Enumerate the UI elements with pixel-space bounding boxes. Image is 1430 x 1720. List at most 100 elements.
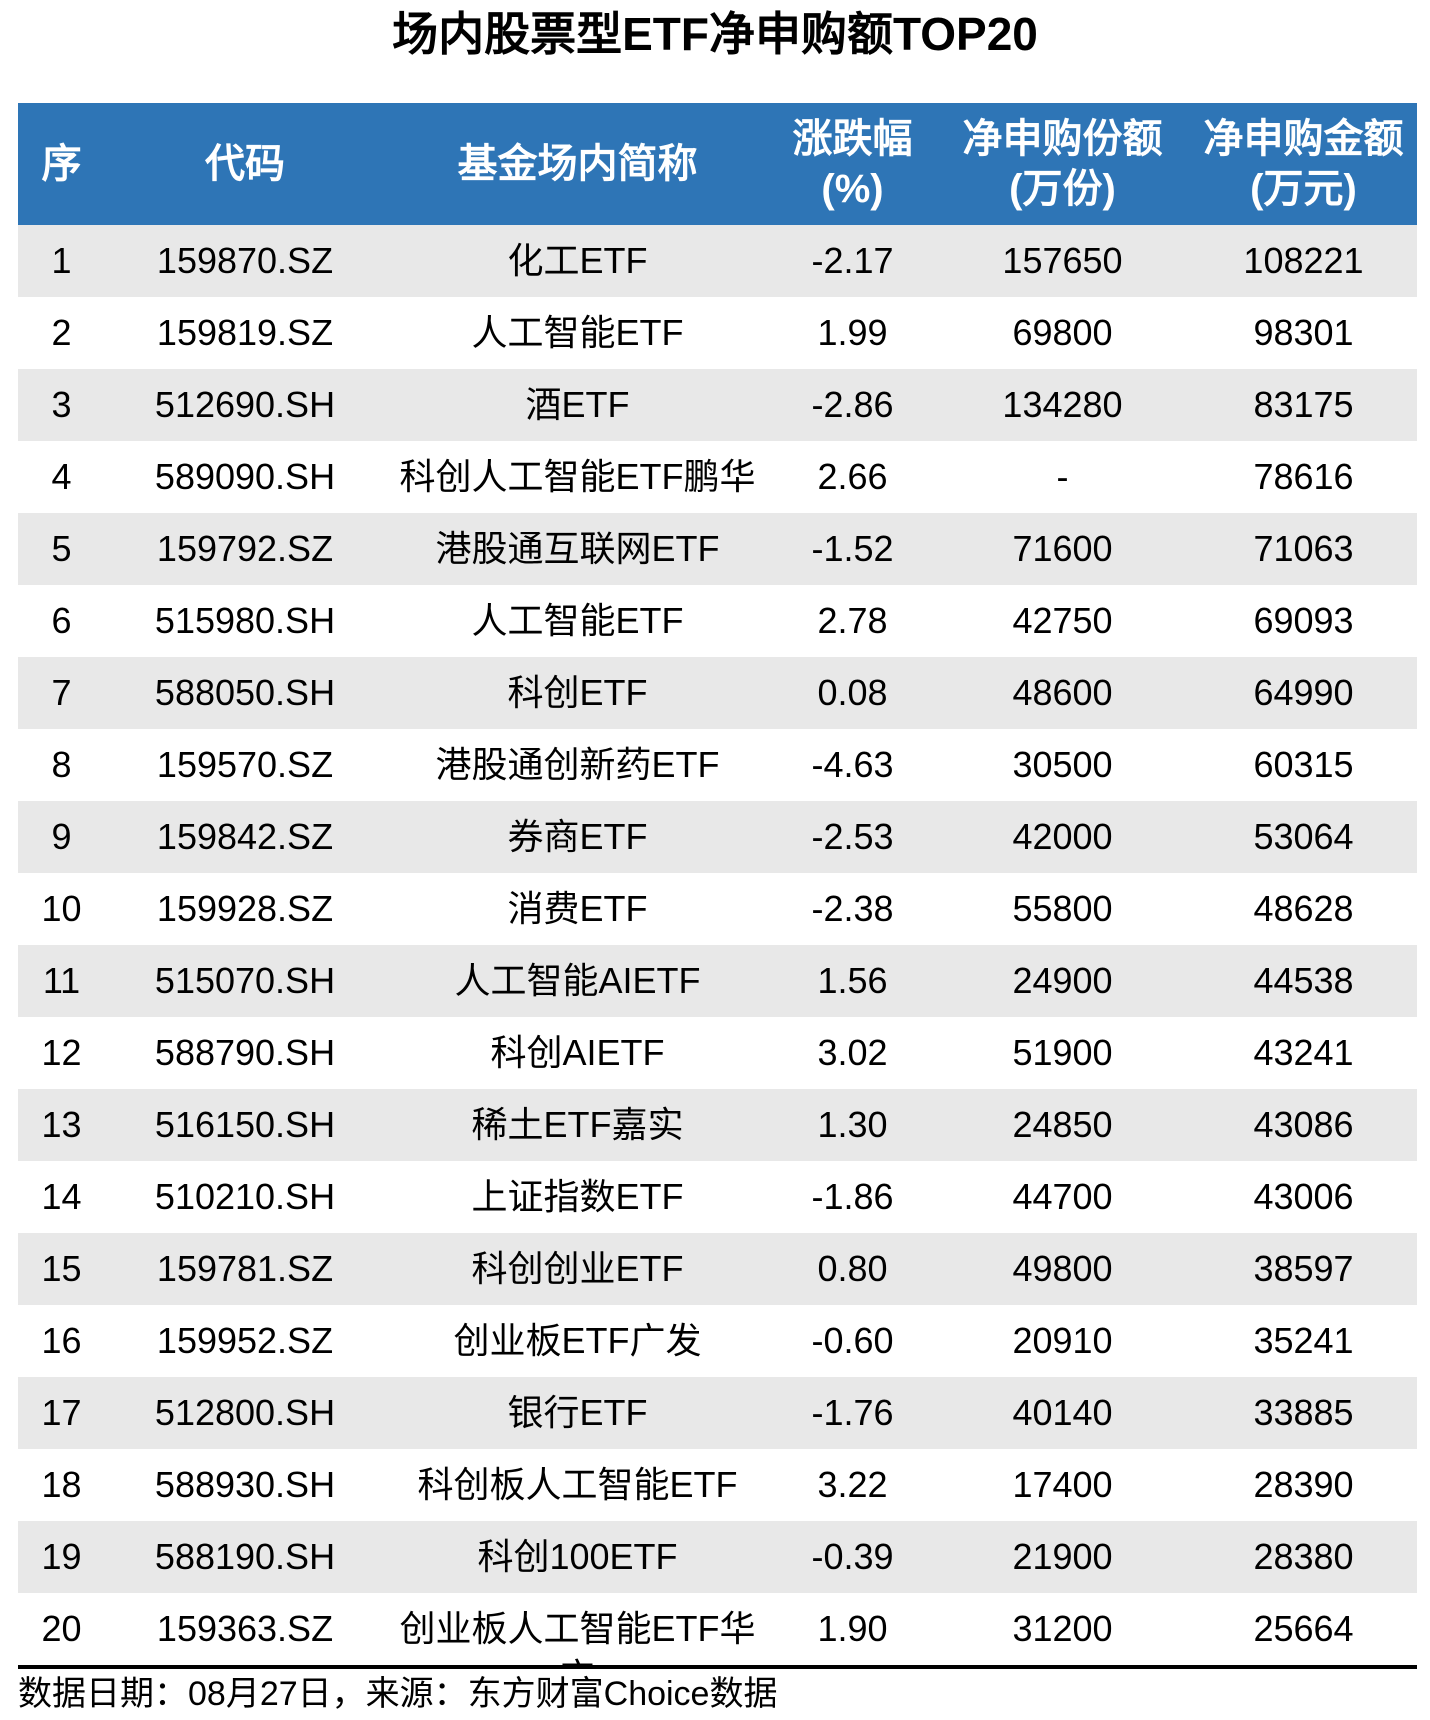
cell-change: -2.17 <box>770 225 935 297</box>
cell-shares: 157650 <box>935 225 1190 297</box>
cell-name: 人工智能ETF <box>385 297 770 369</box>
cell-amount: 53064 <box>1190 801 1417 873</box>
cell-code: 512800.SH <box>105 1377 385 1449</box>
cell-code: 159819.SZ <box>105 297 385 369</box>
table-row: 2 159819.SZ 人工智能ETF 1.99 69800 98301 <box>18 297 1417 369</box>
column-label: 序 <box>41 142 82 186</box>
table-row: 6 515980.SH 人工智能ETF 2.78 42750 69093 <box>18 585 1417 657</box>
fund-name-clip: 消费ETF <box>385 873 770 945</box>
fund-name-clip: 科创创业ETF <box>385 1233 770 1305</box>
table-row: 18 588930.SH 科创板人工智能ETF 3.22 17400 28390 <box>18 1449 1417 1521</box>
cell-shares: 31200 <box>935 1593 1190 1667</box>
cell-rank: 12 <box>18 1017 105 1089</box>
cell-code: 588930.SH <box>105 1449 385 1521</box>
fund-name-clip: 港股通创新药ETF <box>385 729 770 801</box>
cell-rank: 14 <box>18 1161 105 1233</box>
cell-amount: 83175 <box>1190 369 1417 441</box>
fund-name-clip: 酒ETF <box>385 369 770 441</box>
cell-change: -0.39 <box>770 1521 935 1593</box>
fund-name-clip: 上证指数ETF <box>385 1161 770 1233</box>
cell-change: -2.53 <box>770 801 935 873</box>
fund-name: 人工智能ETF <box>471 312 684 353</box>
table-row: 10 159928.SZ 消费ETF -2.38 55800 48628 <box>18 873 1417 945</box>
cell-rank: 6 <box>18 585 105 657</box>
cell-shares: 55800 <box>935 873 1190 945</box>
cell-code: 159870.SZ <box>105 225 385 297</box>
fund-name: 稀土ETF嘉实 <box>471 1104 684 1145</box>
cell-amount: 71063 <box>1190 513 1417 585</box>
table-row: 9 159842.SZ 券商ETF -2.53 42000 53064 <box>18 801 1417 873</box>
cell-amount: 43086 <box>1190 1089 1417 1161</box>
table-row: 16 159952.SZ 创业板ETF广发 -0.60 20910 35241 <box>18 1305 1417 1377</box>
cell-rank: 2 <box>18 297 105 369</box>
cell-code: 159928.SZ <box>105 873 385 945</box>
column-header-rank: 序 <box>18 103 105 225</box>
cell-rank: 16 <box>18 1305 105 1377</box>
table-row: 3 512690.SH 酒ETF -2.86 134280 83175 <box>18 369 1417 441</box>
cell-code: 510210.SH <box>105 1161 385 1233</box>
fund-name-clip: 券商ETF <box>385 801 770 873</box>
cell-rank: 9 <box>18 801 105 873</box>
fund-name-clip: 人工智能AIETF <box>385 945 770 1017</box>
cell-code: 515070.SH <box>105 945 385 1017</box>
cell-code: 515980.SH <box>105 585 385 657</box>
cell-rank: 1 <box>18 225 105 297</box>
fund-name: 人工智能ETF <box>471 600 684 641</box>
column-header-net-amount: 净申购金额 (万元) <box>1190 103 1417 225</box>
cell-shares: 49800 <box>935 1233 1190 1305</box>
cell-change: -2.86 <box>770 369 935 441</box>
table-row: 13 516150.SH 稀土ETF嘉实 1.30 24850 43086 <box>18 1089 1417 1161</box>
cell-name: 人工智能AIETF <box>385 945 770 1017</box>
header-row: 序 代码 基金场内简称 涨跌幅 (%) 净申购份额 (万份) 净申购金额 (万 <box>18 103 1417 225</box>
fund-name: 科创创业ETF <box>471 1248 684 1289</box>
table-row: 12 588790.SH 科创AIETF 3.02 51900 43241 <box>18 1017 1417 1089</box>
cell-amount: 108221 <box>1190 225 1417 297</box>
fund-name: 券商ETF <box>507 816 648 857</box>
cell-name: 酒ETF <box>385 369 770 441</box>
cell-amount: 43241 <box>1190 1017 1417 1089</box>
fund-name-clip: 化工ETF <box>385 225 770 297</box>
cell-rank: 20 <box>18 1593 105 1667</box>
cell-change: -0.60 <box>770 1305 935 1377</box>
column-header-code: 代码 <box>105 103 385 225</box>
cell-name: 科创AIETF <box>385 1017 770 1089</box>
table-row: 7 588050.SH 科创ETF 0.08 48600 64990 <box>18 657 1417 729</box>
fund-name: 化工ETF <box>507 240 648 281</box>
fund-name: 消费ETF <box>507 888 648 929</box>
cell-name: 创业板人工智能ETF华宝 <box>385 1593 770 1667</box>
fund-name: 港股通互联网ETF <box>435 528 720 569</box>
column-sublabel: (%) <box>821 167 884 211</box>
cell-code: 159363.SZ <box>105 1593 385 1667</box>
column-sublabel: (万份) <box>1009 167 1116 211</box>
cell-amount: 38597 <box>1190 1233 1417 1305</box>
cell-code: 588050.SH <box>105 657 385 729</box>
column-header-change: 涨跌幅 (%) <box>770 103 935 225</box>
cell-name: 科创人工智能ETF鹏华 <box>385 441 770 513</box>
cell-shares: 71600 <box>935 513 1190 585</box>
cell-change: -2.38 <box>770 873 935 945</box>
fund-name-clip: 人工智能ETF <box>385 585 770 657</box>
fund-name-clip: 创业板人工智能ETF华宝 <box>385 1593 770 1665</box>
cell-rank: 7 <box>18 657 105 729</box>
table-row: 1 159870.SZ 化工ETF -2.17 157650 108221 <box>18 225 1417 297</box>
cell-rank: 17 <box>18 1377 105 1449</box>
cell-name: 港股通互联网ETF <box>385 513 770 585</box>
cell-shares: 69800 <box>935 297 1190 369</box>
etf-table: 序 代码 基金场内简称 涨跌幅 (%) 净申购份额 (万份) 净申购金额 (万 <box>18 103 1417 1669</box>
cell-change: 1.90 <box>770 1593 935 1667</box>
cell-shares: 51900 <box>935 1017 1190 1089</box>
cell-name: 人工智能ETF <box>385 585 770 657</box>
table-row: 5 159792.SZ 港股通互联网ETF -1.52 71600 71063 <box>18 513 1417 585</box>
cell-amount: 35241 <box>1190 1305 1417 1377</box>
cell-amount: 48628 <box>1190 873 1417 945</box>
cell-code: 159781.SZ <box>105 1233 385 1305</box>
fund-name: 银行ETF <box>507 1392 648 1433</box>
fund-name: 上证指数ETF <box>471 1176 684 1217</box>
cell-amount: 64990 <box>1190 657 1417 729</box>
cell-shares: 20910 <box>935 1305 1190 1377</box>
cell-code: 159570.SZ <box>105 729 385 801</box>
cell-shares: 24900 <box>935 945 1190 1017</box>
cell-change: -4.63 <box>770 729 935 801</box>
fund-name: 科创AIETF <box>490 1032 665 1073</box>
cell-change: -1.76 <box>770 1377 935 1449</box>
